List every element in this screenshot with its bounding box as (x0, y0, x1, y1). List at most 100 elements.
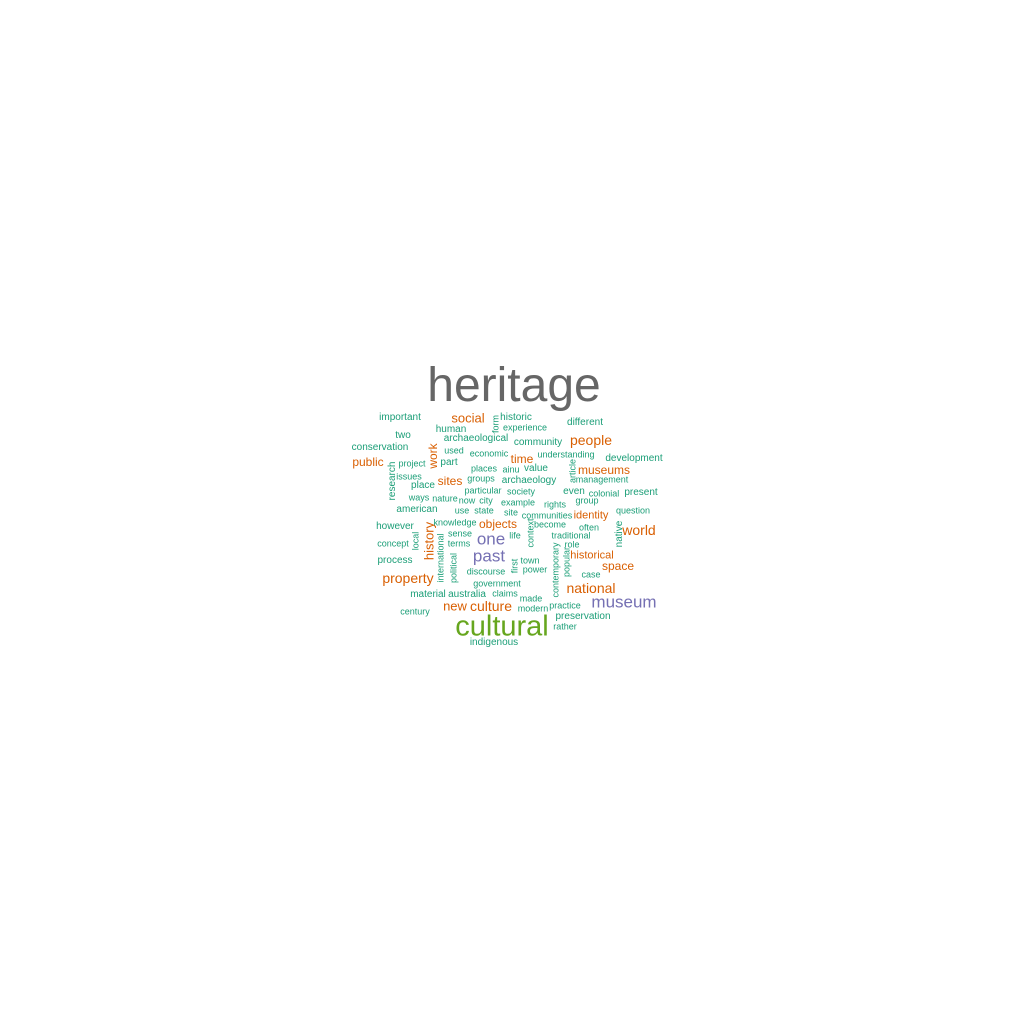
word-work: work (426, 443, 440, 469)
word-even: even (563, 486, 585, 497)
word-concept: concept (377, 538, 409, 549)
word-museum: museum (591, 592, 657, 612)
word-state: state (474, 505, 494, 516)
word-people: people (569, 432, 613, 448)
word-international: international (435, 533, 446, 583)
word-place: place (411, 480, 435, 491)
word-american: american (396, 504, 438, 515)
word-traditional: traditional (551, 530, 591, 541)
word-cultural: cultural (455, 610, 549, 643)
word-case: case (581, 569, 601, 580)
word-present: present (624, 487, 658, 498)
word-however: however (376, 521, 414, 532)
word-claims: claims (492, 588, 518, 599)
word-city: city (479, 495, 493, 506)
word-public: public (352, 455, 384, 469)
word-indigenous: indigenous (469, 637, 519, 648)
word-history: history (421, 521, 437, 561)
word-museums: museums (577, 463, 631, 477)
word-community: community (513, 437, 563, 448)
word-group: group (575, 495, 599, 506)
word-example: example (500, 497, 536, 508)
word-particular: particular (464, 485, 502, 496)
word-economic: economic (469, 448, 509, 459)
word-archaeological: archaeological (443, 433, 509, 444)
word-culture: culture (469, 598, 513, 614)
word-world: world (622, 522, 656, 538)
word-contemporary: contemporary (550, 542, 561, 598)
word-colonial: colonial (588, 488, 620, 499)
word-town: town (520, 555, 540, 566)
word-australia: australia (448, 589, 486, 600)
word-discourse: discourse (466, 566, 506, 577)
word-become: become (533, 519, 567, 530)
word-communities: communities (521, 510, 573, 521)
word-site: site (503, 507, 519, 518)
word-one: one (476, 529, 506, 549)
word-project: project (398, 458, 426, 469)
word-part: part (440, 457, 458, 468)
word-important: important (379, 412, 421, 423)
word-process: process (377, 555, 413, 566)
word-groups: groups (467, 473, 495, 484)
word-preservation: preservation (555, 611, 611, 622)
word-past: past (472, 546, 506, 566)
word-modern: modern (517, 603, 549, 614)
word-sense: sense (447, 528, 473, 539)
word-national: national (566, 580, 616, 596)
word-historic: historic (500, 412, 532, 423)
word-made: made (519, 593, 543, 604)
word-century: century (400, 606, 430, 617)
word-nature: nature (432, 493, 458, 504)
word-local: local (410, 531, 421, 551)
word-used: used (444, 445, 464, 456)
word-native: native (614, 520, 625, 548)
word-question: question (615, 505, 651, 516)
word-sites: sites (437, 474, 463, 488)
word-rights: rights (543, 499, 567, 510)
word-terms: terms (447, 538, 471, 549)
word-development: development (605, 453, 663, 464)
word-first: first (509, 558, 520, 574)
word-role: role (564, 539, 580, 550)
word-identity: identity (573, 509, 609, 522)
word-power: power (522, 564, 548, 575)
word-popular: popular (561, 546, 572, 578)
word-often: often (578, 522, 600, 533)
word-management: management (575, 474, 629, 485)
word-practice: practice (549, 600, 581, 611)
word-different: different (567, 417, 603, 428)
word-historical: historical (570, 549, 614, 562)
word-value: value (524, 463, 548, 474)
word-social: social (451, 410, 485, 426)
word-issues: issues (396, 471, 422, 482)
word-ainu: ainu (502, 464, 520, 475)
word-new: new (443, 598, 467, 614)
word-time: time (510, 452, 534, 466)
word-understanding: understanding (537, 449, 595, 460)
word-space: space (601, 559, 635, 573)
word-heritage: heritage (427, 359, 601, 412)
word-objects: objects (478, 517, 518, 531)
word-material: material (410, 589, 446, 600)
word-use: use (454, 505, 470, 516)
word-form: form (490, 415, 501, 433)
word-context: context (525, 518, 536, 548)
word-places: places (470, 463, 498, 474)
word-knowledge: knowledge (433, 517, 477, 528)
word-political: political (448, 552, 459, 584)
word-article: article (567, 458, 578, 484)
word-society: society (506, 486, 536, 497)
word-life: life (509, 530, 521, 541)
word-property: property (382, 570, 434, 586)
word-human: human (435, 424, 467, 435)
word-archaeology: archaeology (501, 475, 557, 486)
word-now: now (458, 495, 476, 506)
word-two: two (395, 430, 411, 441)
word-government: government (473, 578, 521, 589)
word-ways: ways (408, 492, 430, 503)
word-conservation: conservation (351, 442, 409, 453)
word-experience: experience (502, 422, 548, 433)
word-rather: rather (553, 621, 577, 632)
